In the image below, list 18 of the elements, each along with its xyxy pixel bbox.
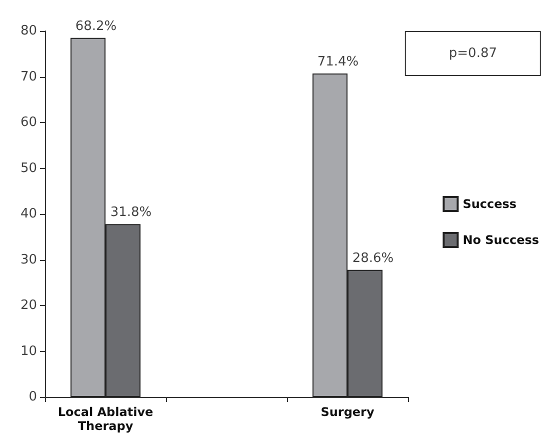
- legend-label: Success: [462, 197, 517, 211]
- y-tick-label: 50: [20, 160, 37, 176]
- annotation: 31.8%: [110, 205, 152, 220]
- y-tick-label: 20: [20, 298, 37, 313]
- y-tick-label: 30: [20, 252, 37, 268]
- annotation: 71.4%: [317, 54, 359, 70]
- y-tick-label: 0: [28, 390, 37, 404]
- x-tick-label: Local Ablative Therapy: [58, 405, 154, 433]
- text: p=0.87: [448, 46, 498, 61]
- y-tick-label: 80: [20, 24, 37, 38]
- y-tick-label: 70: [20, 69, 37, 84]
- annotation: 28.6%: [352, 250, 394, 266]
- legend-label: No Success: [462, 233, 540, 247]
- y-tick-label: 40: [20, 206, 37, 222]
- y-tick-label: 10: [20, 344, 37, 359]
- annotation: 68.2%: [75, 18, 117, 34]
- x-tick-label: Surgery: [320, 405, 374, 419]
- y-tick-label: 60: [20, 115, 37, 130]
